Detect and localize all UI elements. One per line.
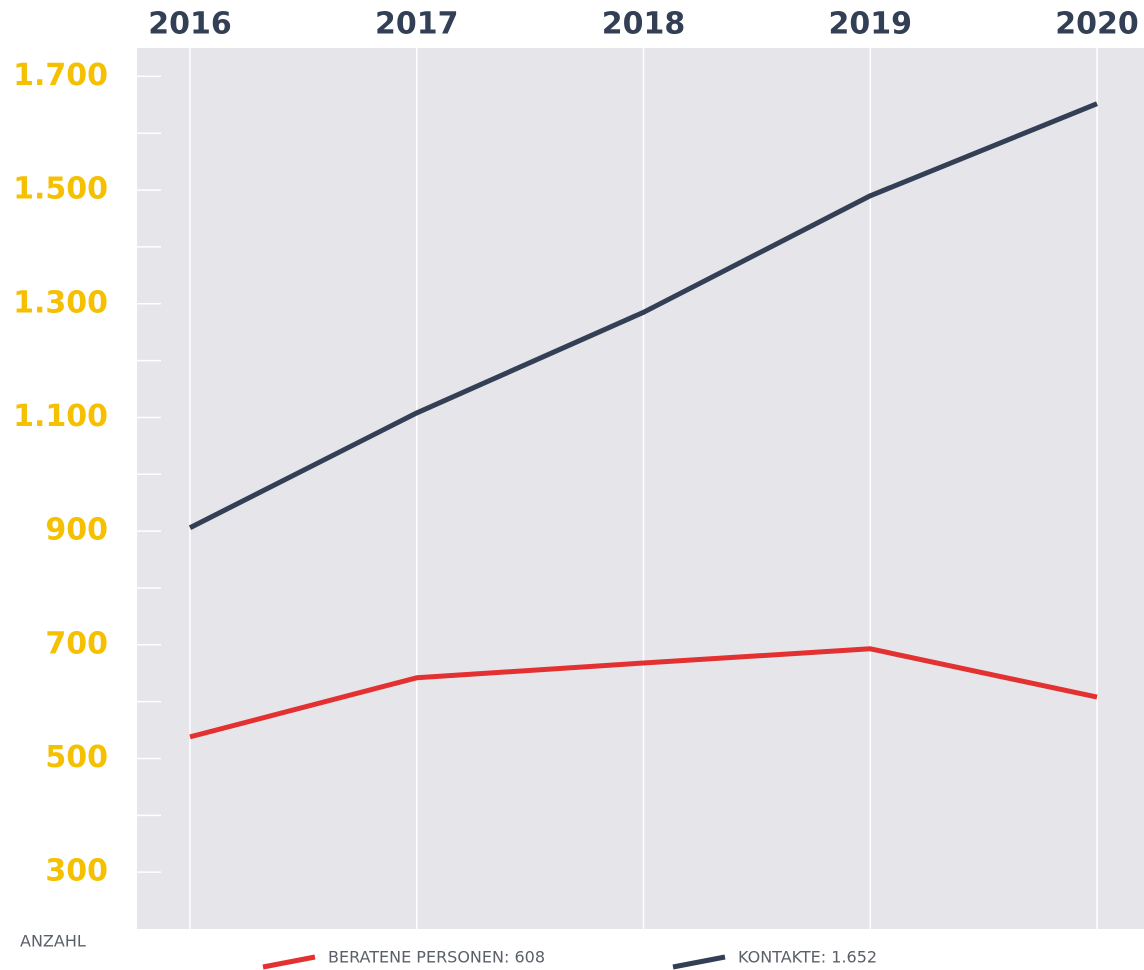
- x-tick-label: 2017: [375, 7, 459, 42]
- y-axis-label: ANZAHL: [20, 932, 86, 951]
- y-tick-label: 1.100: [13, 399, 108, 434]
- x-tick-label: 2020: [1055, 7, 1139, 42]
- series-line: [188, 101, 1098, 530]
- legend-swatch: [672, 954, 726, 970]
- x-tick-label: 2019: [829, 7, 913, 42]
- legend-label: BERATENE PERSONEN: 608: [328, 948, 545, 967]
- y-tick-label: 700: [45, 626, 108, 661]
- plot-background: [137, 48, 1144, 929]
- series-line: [189, 646, 1098, 740]
- y-tick-label: 900: [45, 513, 108, 548]
- legend-swatch: [262, 954, 316, 970]
- legend-label: KONTAKTE: 1.652: [738, 948, 877, 967]
- x-tick-label: 2016: [148, 7, 232, 42]
- y-tick-label: 1.700: [13, 58, 108, 93]
- y-tick-label: 1.500: [13, 172, 108, 207]
- y-tick-label: 300: [45, 854, 108, 889]
- y-tick-label: 500: [45, 740, 108, 775]
- y-tick-label: 1.300: [13, 285, 108, 320]
- x-tick-label: 2018: [602, 7, 686, 42]
